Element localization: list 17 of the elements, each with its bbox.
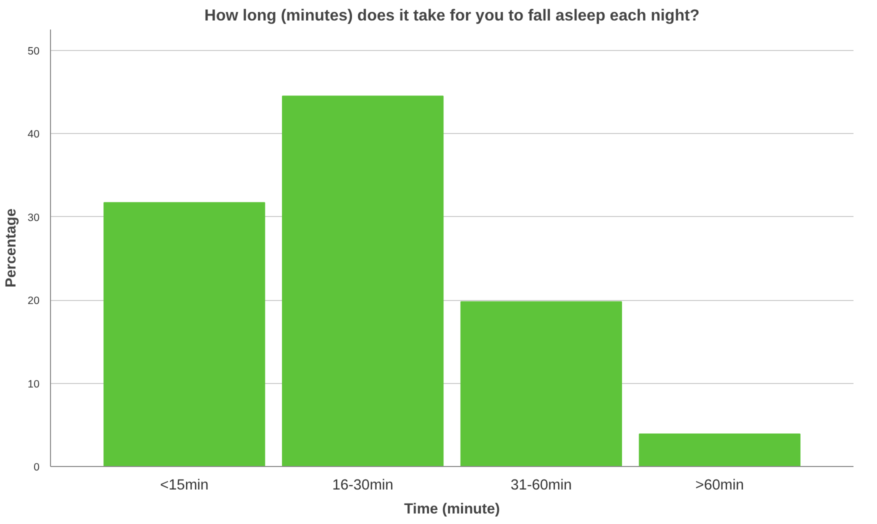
y-tick-label: 50: [28, 45, 40, 58]
chart-title: How long (minutes) does it take for you to fall asleep each night?: [204, 8, 700, 24]
y-tick-label: 30: [28, 212, 40, 224]
y-tick-label: 20: [28, 295, 40, 308]
y-tick-label: 0: [34, 462, 40, 474]
x-tick-label: >60min: [695, 478, 744, 494]
x-tick-label: 16-30min: [332, 478, 394, 494]
x-axis-title: Time (minute): [404, 502, 500, 518]
x-tick-label: 31-60min: [510, 478, 572, 494]
y-axis-title: Percentage: [4, 208, 20, 288]
y-tick-label: 40: [28, 128, 40, 141]
bar: [460, 301, 622, 466]
bar: [282, 96, 444, 466]
x-tick-label: <15min: [160, 478, 209, 494]
y-tick-label: 10: [28, 378, 40, 390]
bar: [104, 202, 266, 466]
bar: [638, 434, 800, 466]
